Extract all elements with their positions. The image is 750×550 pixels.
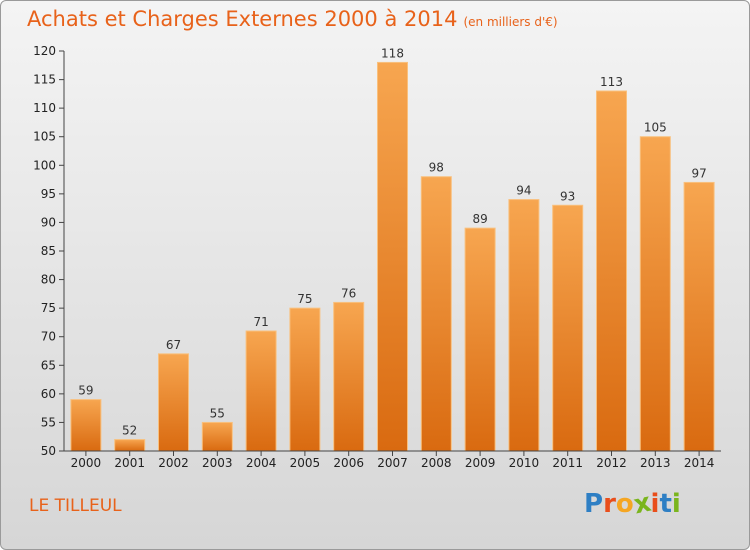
y-tick-label-75: 75: [41, 301, 56, 315]
bar-2007: [377, 61, 408, 452]
x-tick-label-2006: 2006: [333, 456, 364, 470]
bar-2011: [552, 204, 584, 452]
bars-group: 59 52 67 55 71 75 76 118 98 89 94 93 113 105 97: [70, 46, 715, 452]
bar-2012: [596, 90, 627, 452]
logo-letter: i: [671, 489, 681, 519]
x-tick-label-2005: 2005: [290, 456, 321, 470]
bar-2008: [420, 176, 452, 452]
x-tick-label-2002: 2002: [158, 456, 189, 470]
bar-2000: [70, 399, 102, 452]
bar-2006: [333, 301, 365, 452]
data-label-2006: 76: [341, 286, 356, 300]
data-label-2003: 55: [210, 406, 225, 420]
x-tick-label-2003: 2003: [202, 456, 233, 470]
x-tick-label-2008: 2008: [421, 456, 452, 470]
data-label-2008: 98: [429, 161, 444, 175]
data-label-2009: 89: [472, 212, 487, 226]
data-label-2004: 71: [253, 315, 268, 329]
bar-2014: [683, 181, 715, 452]
logo-letter: o: [615, 489, 634, 519]
x-tick-label-2013: 2013: [640, 456, 671, 470]
data-label-2000: 59: [78, 384, 93, 398]
commune-name: LE TILLEUL: [29, 496, 122, 516]
x-axis: 2000 2001 2002 2003 2004 2005 2006 2007 2008 2009…: [64, 450, 721, 470]
x-tick-label-2007: 2007: [377, 456, 408, 470]
data-label-2011: 93: [560, 189, 575, 203]
data-label-2014: 97: [691, 166, 706, 180]
bar-2004: [245, 330, 277, 452]
y-tick-label-100: 100: [33, 158, 56, 172]
data-label-2012: 113: [600, 75, 623, 89]
x-tick-label-2011: 2011: [552, 456, 583, 470]
y-tick-label-50: 50: [41, 444, 56, 458]
bar-2013: [639, 136, 671, 452]
y-tick-label-110: 110: [33, 101, 56, 115]
logo-letter: i: [650, 489, 660, 519]
bar-2010: [508, 199, 540, 452]
y-tick-label-105: 105: [33, 130, 56, 144]
chart-title-text: Achats et Charges Externes 2000 à 2014: [27, 7, 458, 31]
y-tick-label-120: 120: [33, 44, 56, 58]
y-tick-label-80: 80: [41, 273, 56, 287]
y-tick-label-95: 95: [41, 187, 56, 201]
x-tick-label-2000: 2000: [71, 456, 102, 470]
data-label-2010: 94: [516, 184, 531, 198]
bar-2005: [289, 307, 321, 452]
data-label-2005: 75: [297, 292, 312, 306]
y-axis: 50 55 60 65 70 75 80 85 90 95 100 105 110 115 120: [33, 44, 65, 458]
x-tick-label-2009: 2009: [465, 456, 496, 470]
chart-title: Achats et Charges Externes 2000 à 2014 (e…: [27, 7, 558, 31]
proxiti-logo: Proxiti: [584, 488, 681, 521]
bar-2002: [158, 353, 189, 452]
data-label-2007: 118: [381, 46, 404, 60]
y-tick-label-65: 65: [41, 358, 56, 372]
chart-subtitle: (en milliers d'€): [463, 15, 558, 29]
y-tick-label-90: 90: [41, 215, 56, 229]
bar-2003: [201, 421, 233, 452]
logo-letter: t: [659, 489, 672, 519]
data-label-2002: 67: [166, 338, 181, 352]
y-tick-label-60: 60: [41, 387, 56, 401]
x-tick-label-2004: 2004: [246, 456, 277, 470]
y-tick-label-115: 115: [33, 73, 56, 87]
bar-2009: [464, 227, 496, 452]
y-tick-label-70: 70: [41, 330, 56, 344]
data-label-2013: 105: [644, 121, 667, 135]
data-label-2001: 52: [122, 424, 137, 438]
bar-2001: [114, 439, 146, 452]
logo-letter: r: [603, 489, 616, 519]
x-tick-label-2012: 2012: [596, 456, 627, 470]
y-tick-label-85: 85: [41, 244, 56, 258]
x-tick-label-2001: 2001: [114, 456, 145, 470]
x-tick-label-2010: 2010: [509, 456, 540, 470]
x-tick-label-2014: 2014: [684, 456, 715, 470]
y-tick-label-55: 55: [41, 415, 56, 429]
logo-letter: P: [584, 489, 604, 519]
